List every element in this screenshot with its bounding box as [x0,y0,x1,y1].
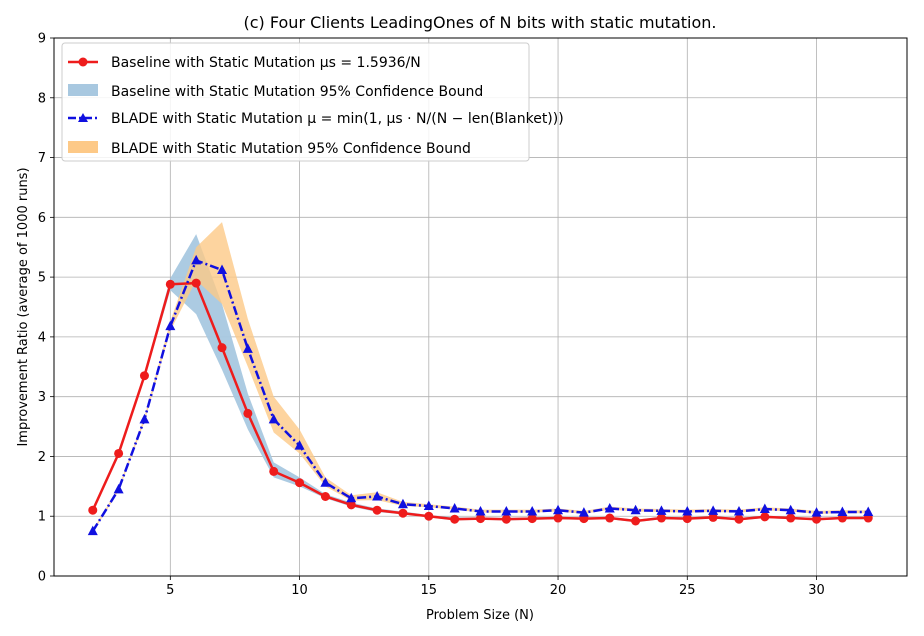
legend-label-blade-band: BLADE with Static Mutation 95% Confidenc… [111,141,471,157]
legend-swatch-blade-band [68,141,98,153]
legend-frame [61,42,530,162]
y-tick-label: 2 [38,450,46,465]
data-point [295,478,305,488]
data-point [553,513,563,523]
data-point [837,506,848,517]
data-point [165,320,176,331]
data-point [785,504,796,515]
data-point [217,343,227,353]
data-point [578,507,589,517]
data-point [398,508,408,518]
data-point [476,514,485,524]
x-axis-label: Problem Size (N) [426,608,534,623]
data-point [113,483,124,494]
data-point [372,505,382,515]
data-point [320,491,330,501]
data-point [682,514,692,524]
y-tick-label: 9 [38,32,46,47]
data-point [294,440,305,450]
data-point [811,507,822,517]
data-point [346,492,357,503]
data-point [191,254,202,265]
data-point [87,525,98,536]
x-tick-label: 15 [421,583,438,598]
data-point [708,512,718,522]
x-axis-ticks: 5 10 15 20 25 30 [166,576,825,598]
y-tick-label: 3 [38,390,46,405]
data-point [812,514,822,524]
data-point [243,408,253,418]
data-point [604,502,615,513]
data-point [682,505,693,516]
y-tick-label: 4 [38,330,46,345]
data-point [88,505,98,515]
y-axis-ticks: 0 1 2 3 4 5 6 7 8 9 [38,32,54,585]
legend: Baseline with Static Mutation μs = 1.593… [61,42,564,162]
data-point [501,514,511,524]
legend-marker-blade [78,113,88,122]
data-point [268,413,279,424]
x-tick-label: 10 [291,583,308,598]
y-axis-label: Improvement Ratio (average of 1000 runs) [16,167,31,446]
data-point [501,505,512,516]
y-tick-label: 7 [38,151,46,166]
data-point [708,505,719,515]
data-point [759,503,770,514]
legend-label-baseline: Baseline with Static Mutation μs = 1.593… [111,55,421,71]
data-point [424,511,434,521]
data-point [423,500,434,511]
data-point [191,278,201,288]
data-point [346,500,356,510]
data-point [269,466,279,476]
data-point [320,477,331,487]
data-point [527,505,538,516]
legend-label-blade: BLADE with Static Mutation μ = min(1, μs… [111,111,564,127]
data-point [734,514,744,524]
legend-swatch-baseline-band [68,84,98,96]
data-point [449,502,460,513]
data-point [527,514,537,524]
y-tick-label: 0 [38,570,46,585]
data-point [397,498,408,509]
x-tick-label: 20 [550,583,567,598]
data-point [605,513,615,523]
data-point [372,490,383,501]
y-tick-label: 6 [38,211,46,226]
data-point [475,505,486,516]
plot-frame [53,37,908,577]
chart-title: (c) Four Clients LeadingOnes of N bits w… [244,13,717,32]
data-point [630,504,641,515]
data-point [863,506,874,517]
legend-marker-baseline [78,57,88,67]
data-point [553,504,564,515]
legend-label-baseline-band: Baseline with Static Mutation 95% Confid… [111,84,483,100]
data-point [786,513,796,523]
x-tick-label: 5 [166,583,174,598]
y-tick-label: 1 [38,510,46,525]
data-point [139,413,150,424]
y-tick-label: 8 [38,91,46,106]
data-point [631,516,641,526]
data-point [242,343,253,353]
x-tick-label: 25 [679,583,696,598]
data-point [139,371,149,381]
data-point [760,512,770,522]
data-point [733,505,744,516]
x-tick-label: 30 [808,583,825,598]
data-point [656,505,667,515]
data-point [656,513,666,523]
data-point [114,448,124,458]
y-tick-label: 5 [38,271,46,286]
series-markers [87,254,874,536]
data-point [165,279,175,289]
data-point [450,514,460,524]
data-point [217,264,228,274]
